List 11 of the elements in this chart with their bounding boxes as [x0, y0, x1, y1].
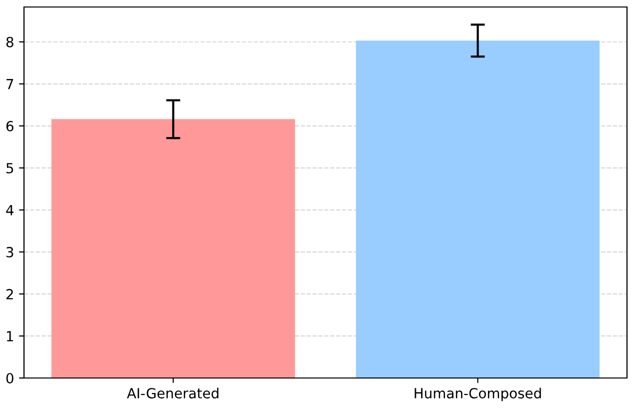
y-tick-label: 2: [6, 288, 13, 300]
y-tick-label: 4: [6, 205, 14, 216]
x-tick-label: AI-Generated: [126, 388, 218, 398]
y-tick-label: 8: [6, 36, 14, 48]
y-tick-label: 1: [6, 331, 13, 342]
y-tick-label: 0: [6, 372, 14, 384]
y-tick-label: 3: [6, 246, 14, 258]
y-tick-label: 5: [6, 163, 14, 174]
x-tick-label: Human-Composed: [414, 388, 541, 402]
y-tick-label: 7: [6, 79, 14, 90]
y-tick-label: 6: [6, 120, 14, 132]
